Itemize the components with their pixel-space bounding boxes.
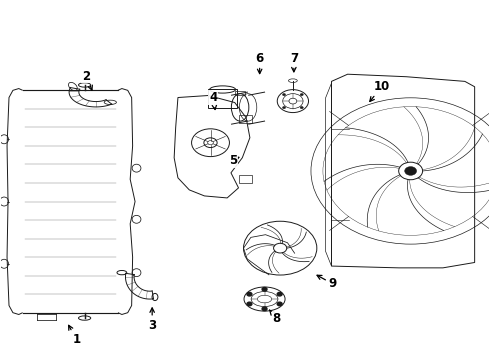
Circle shape (277, 292, 282, 296)
Circle shape (247, 292, 252, 296)
Circle shape (282, 94, 286, 96)
Text: 3: 3 (148, 308, 156, 332)
Bar (239, 175, 252, 183)
Text: 10: 10 (370, 80, 390, 102)
Text: 1: 1 (69, 325, 80, 346)
Text: 9: 9 (317, 275, 337, 291)
Circle shape (405, 167, 416, 175)
Bar (239, 114, 252, 123)
Circle shape (300, 94, 303, 96)
Text: 4: 4 (209, 91, 218, 109)
Bar (235, 91, 245, 95)
Circle shape (282, 107, 286, 109)
Circle shape (277, 302, 282, 306)
Text: 2: 2 (82, 69, 92, 90)
Bar (208, 90, 237, 108)
Circle shape (247, 302, 252, 306)
Circle shape (262, 307, 267, 311)
Circle shape (262, 288, 267, 291)
Text: 5: 5 (229, 154, 239, 167)
Text: 6: 6 (255, 51, 264, 73)
Circle shape (300, 107, 303, 109)
Text: 7: 7 (290, 51, 298, 72)
Text: 8: 8 (270, 310, 281, 325)
